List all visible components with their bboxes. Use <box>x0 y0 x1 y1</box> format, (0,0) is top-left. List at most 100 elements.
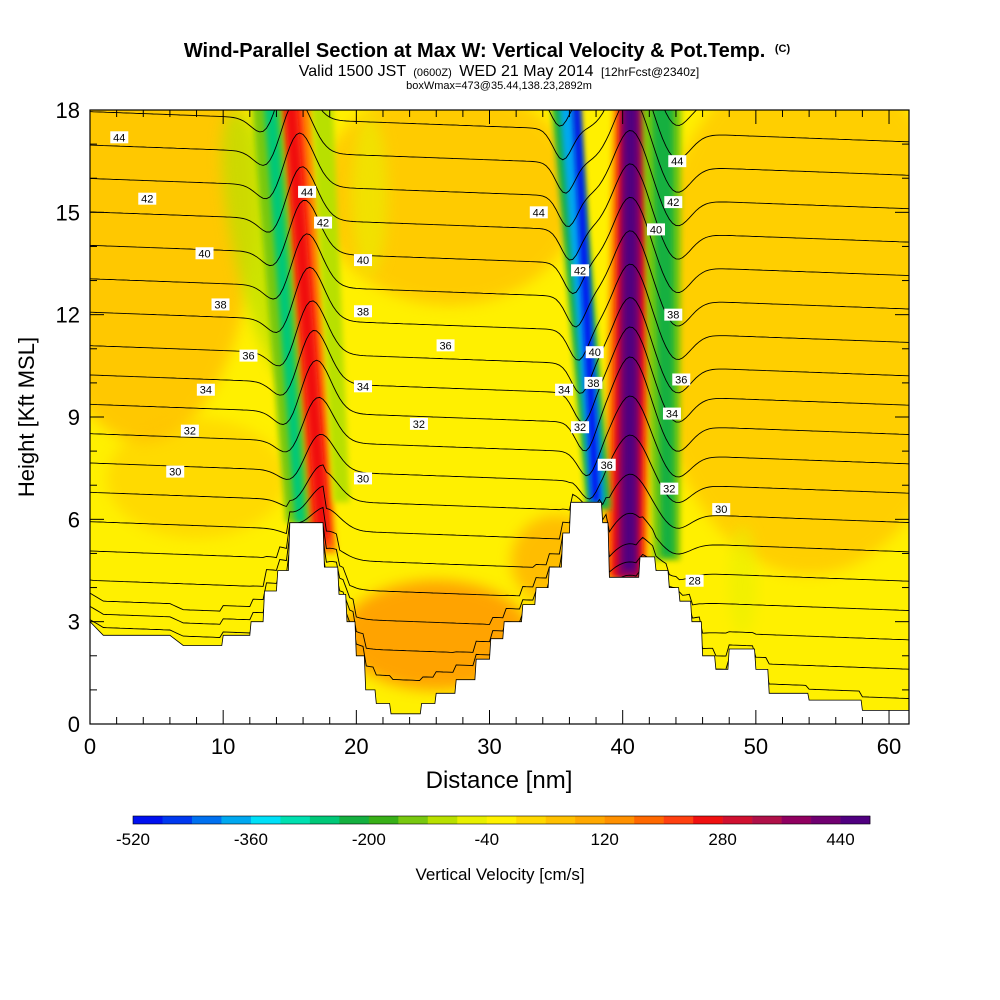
isentrope-label-text: 42 <box>667 197 679 209</box>
isentrope <box>90 110 909 161</box>
isentrope-label-text: 28 <box>688 576 700 588</box>
chart-title: Wind-Parallel Section at Max W: Vertical… <box>184 40 791 62</box>
isentrope-label-text: 34 <box>666 409 678 421</box>
colorbar-swatch <box>427 816 458 824</box>
isentrope-label-text: 38 <box>587 378 599 390</box>
y-tick-label: 9 <box>68 405 80 430</box>
isentrope-label-text: 36 <box>439 340 451 352</box>
colorbar-label: Vertical Velocity [cm/s] <box>415 865 584 884</box>
isentrope-label: 32 <box>660 482 679 496</box>
colorbar-swatch <box>250 816 281 824</box>
isentrope <box>90 538 909 641</box>
velocity-plume <box>623 110 637 571</box>
isentrope <box>90 485 909 555</box>
x-axis-label: Distance [nm] <box>426 767 573 794</box>
isentrope-label: 42 <box>138 192 157 206</box>
y-tick-label: 0 <box>68 712 80 737</box>
velocity-plume <box>264 110 306 523</box>
isentrope-label: 42 <box>571 264 590 277</box>
isentrope <box>90 433 909 504</box>
isentrope-label: 40 <box>354 254 372 267</box>
isentrope-label-text: 38 <box>667 310 679 322</box>
isentrope-label-text: 44 <box>301 187 313 199</box>
isentrope-label-text: 40 <box>198 248 210 260</box>
isentrope-label: 38 <box>584 376 603 390</box>
isentrope-labels: 44 42 40 38 36 34 32 30 44 42 40 38 36 34 32 30 44 42 40 38… <box>110 131 731 588</box>
isentrope-label: 36 <box>436 339 455 352</box>
isentrope-label: 34 <box>354 380 372 393</box>
isentrope-label: 36 <box>239 349 258 363</box>
isentrope <box>90 506 909 582</box>
colorbar-tick-label: 120 <box>590 830 618 849</box>
isentrope-label: 36 <box>597 458 616 472</box>
isentrope-label-text: 42 <box>317 218 329 230</box>
velocity-wash <box>649 110 909 575</box>
isentrope-label-text: 40 <box>589 347 601 359</box>
colorbar-swatch <box>663 816 694 824</box>
velocity-plumes <box>252 110 682 578</box>
subtitle-utc: (0600Z) <box>413 67 452 79</box>
colorbar-tick-label: -40 <box>474 830 499 849</box>
isentrope-label-text: 38 <box>357 306 369 318</box>
chart-subtitle: Valid 1500 JST (0600Z) WED 21 May 2014 [… <box>299 63 699 80</box>
isentrope-label: 32 <box>409 417 428 431</box>
velocity-wash <box>351 115 388 276</box>
isentrope <box>90 464 909 529</box>
colorbar-swatch <box>191 816 222 824</box>
colorbar-swatch <box>604 816 635 824</box>
colorbar-swatch <box>162 816 193 824</box>
x-tick-label: 0 <box>84 734 96 759</box>
colorbar-swatch <box>457 816 488 824</box>
colorbar-tick-label: -200 <box>352 830 386 849</box>
isentrope-label-text: 34 <box>200 385 212 397</box>
colorbar-swatch <box>693 816 723 824</box>
isentrope-label-text: 42 <box>141 194 153 206</box>
colorbar: -520 -360 -200 -40 120 280 440 <box>116 815 871 849</box>
velocity-wash <box>90 110 254 443</box>
isentrope-label: 40 <box>195 247 214 260</box>
colorbar-swatch <box>339 816 370 824</box>
isentrope-label: 36 <box>672 373 691 386</box>
colorbar-swatch <box>309 816 340 824</box>
y-axis-label: Height [Kft MSL] <box>14 337 39 497</box>
subtitle-date: WED 21 May 2014 <box>459 63 593 80</box>
isentrope <box>90 356 909 452</box>
velocity-wash <box>106 418 287 539</box>
isentrope-label-text: 38 <box>214 299 226 311</box>
isentrope-label-text: 32 <box>184 426 196 438</box>
isentrope <box>90 552 909 670</box>
y-tick-label: 3 <box>68 610 80 635</box>
isentrope <box>90 326 909 424</box>
isentrope <box>90 263 909 361</box>
x-tick-label: 10 <box>211 734 235 759</box>
colorbar-swatch <box>781 816 812 824</box>
isentrope-label-text: 30 <box>169 467 181 479</box>
y-tick-label: 12 <box>56 303 80 328</box>
isentrope-label: 38 <box>211 298 230 311</box>
isentrope-label: 32 <box>571 421 590 434</box>
isentrope-label: 34 <box>662 407 681 421</box>
isentrope-label-text: 36 <box>601 460 613 472</box>
colorbar-swatch <box>545 816 576 824</box>
y-tick-label: 18 <box>56 98 80 123</box>
isentrope <box>90 297 909 394</box>
chart-title-mark: (C) <box>775 43 791 55</box>
isentrope <box>90 524 909 611</box>
y-tick-label: 6 <box>68 507 80 532</box>
isentrope <box>90 130 909 227</box>
velocity-plume <box>312 110 350 503</box>
colorbar-swatch <box>516 816 547 824</box>
isentrope <box>90 196 909 295</box>
velocity-plume <box>285 110 330 537</box>
isentrope-label-text: 36 <box>242 351 254 363</box>
isentrope-label-text: 34 <box>558 385 570 397</box>
isentrope-label: 30 <box>354 472 372 485</box>
x-tick-label: 30 <box>477 734 501 759</box>
x-tick-label: 20 <box>344 734 368 759</box>
isentrope-label-text: 40 <box>650 224 662 236</box>
isentrope-label-text: 30 <box>357 473 369 485</box>
colorbar-swatch <box>221 816 252 824</box>
isentrope-lines <box>90 110 909 699</box>
